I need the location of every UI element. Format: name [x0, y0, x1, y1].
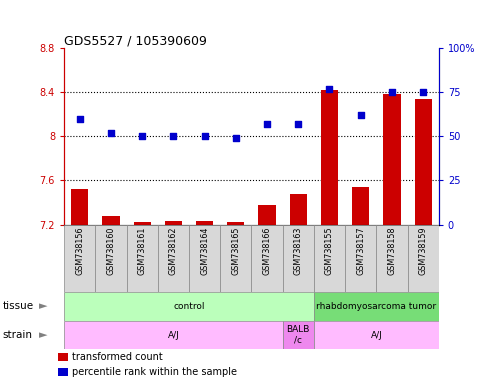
Text: GSM738156: GSM738156: [75, 227, 84, 275]
FancyBboxPatch shape: [189, 225, 220, 292]
Bar: [321, 90, 338, 225]
Point: [201, 133, 209, 139]
Bar: [227, 222, 245, 225]
Bar: [64, 292, 314, 321]
Text: GSM738159: GSM738159: [419, 227, 427, 275]
Bar: [58, 353, 68, 361]
Bar: [258, 205, 276, 225]
Point: [419, 89, 427, 95]
Point: [388, 89, 396, 95]
Text: GSM738158: GSM738158: [387, 227, 396, 275]
Bar: [352, 187, 369, 225]
Point: [357, 112, 365, 118]
Text: ►: ►: [39, 330, 48, 340]
Point: [263, 121, 271, 127]
Text: percentile rank within the sample: percentile rank within the sample: [71, 367, 237, 377]
FancyBboxPatch shape: [314, 225, 345, 292]
FancyBboxPatch shape: [345, 225, 376, 292]
Text: GSM738161: GSM738161: [138, 227, 146, 275]
Text: rhabdomyosarcoma tumor: rhabdomyosarcoma tumor: [317, 302, 436, 311]
Point: [294, 121, 302, 127]
Bar: [282, 321, 314, 349]
Text: A/J: A/J: [168, 331, 179, 339]
Text: transformed count: transformed count: [71, 353, 162, 362]
Text: GSM738160: GSM738160: [106, 227, 115, 275]
Bar: [103, 216, 119, 225]
Text: tissue: tissue: [2, 301, 34, 311]
Point: [232, 135, 240, 141]
Text: GSM738155: GSM738155: [325, 227, 334, 275]
Bar: [314, 321, 439, 349]
Text: GSM738164: GSM738164: [200, 227, 209, 275]
Bar: [64, 321, 282, 349]
Bar: [384, 94, 400, 225]
Bar: [415, 99, 432, 225]
FancyBboxPatch shape: [376, 225, 408, 292]
Bar: [71, 189, 88, 225]
Bar: [165, 221, 182, 225]
Bar: [134, 222, 151, 225]
Bar: [290, 194, 307, 225]
Text: strain: strain: [2, 330, 33, 340]
FancyBboxPatch shape: [64, 225, 95, 292]
Point: [325, 86, 333, 92]
Point: [170, 133, 177, 139]
Text: GSM738157: GSM738157: [356, 227, 365, 275]
Text: ►: ►: [39, 301, 48, 311]
FancyBboxPatch shape: [220, 225, 251, 292]
Text: GSM738162: GSM738162: [169, 227, 178, 275]
Bar: [58, 368, 68, 376]
FancyBboxPatch shape: [127, 225, 158, 292]
Text: BALB
/c: BALB /c: [286, 325, 310, 345]
Bar: [196, 221, 213, 225]
Text: GSM738166: GSM738166: [263, 227, 272, 275]
Point: [76, 116, 84, 122]
Text: GSM738163: GSM738163: [294, 227, 303, 275]
Text: control: control: [173, 302, 205, 311]
Text: GSM738165: GSM738165: [231, 227, 240, 275]
FancyBboxPatch shape: [251, 225, 282, 292]
Text: A/J: A/J: [370, 331, 382, 339]
FancyBboxPatch shape: [95, 225, 127, 292]
Text: GDS5527 / 105390609: GDS5527 / 105390609: [64, 35, 207, 48]
Point: [107, 130, 115, 136]
Bar: [314, 292, 439, 321]
FancyBboxPatch shape: [282, 225, 314, 292]
FancyBboxPatch shape: [158, 225, 189, 292]
Point: [138, 133, 146, 139]
FancyBboxPatch shape: [408, 225, 439, 292]
